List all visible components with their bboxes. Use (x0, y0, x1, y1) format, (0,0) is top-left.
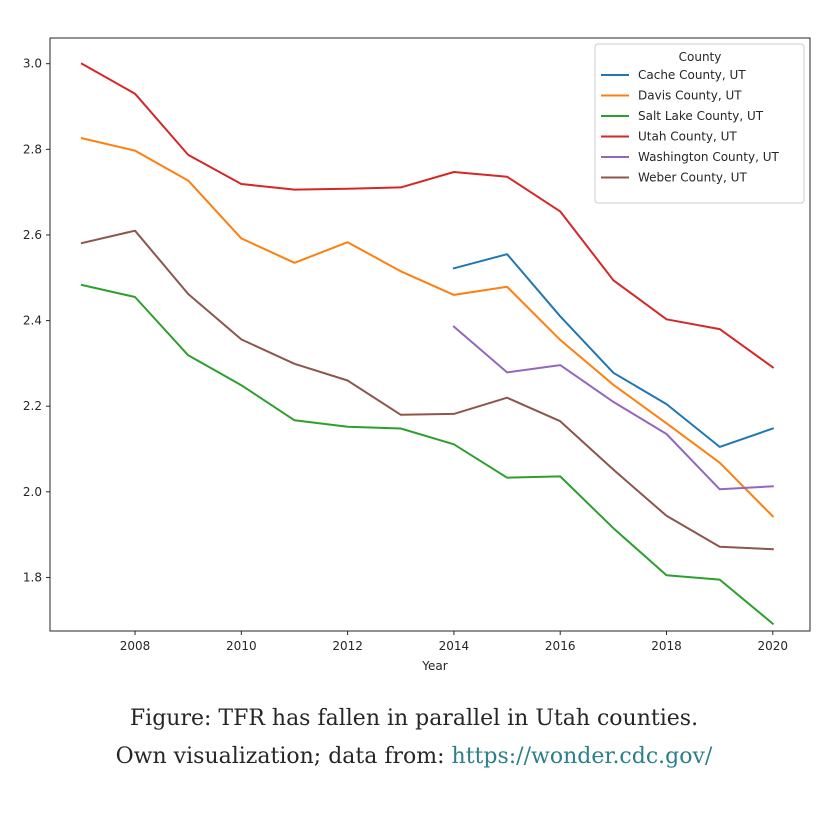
series-line-davis-county-ut (80, 136, 775, 518)
y-tick-label-5: 2.8 (23, 142, 42, 156)
y-tick-label-4: 2.6 (23, 228, 42, 242)
tfr-line-chart: 2008 2010 2012 2014 2016 2018 2020 1.8 2.0 2.2 2.4… (23, 37, 811, 673)
series-line-salt-lake-county-ut (80, 283, 775, 626)
x-tick-label-2010: 2010 (226, 639, 257, 653)
x-axis-title: Year (421, 659, 447, 673)
legend-label-utah-county-ut: Utah County, UT (638, 130, 737, 144)
x-tick-label-2018: 2018 (651, 639, 682, 653)
series-line-washington-county-ut (452, 325, 774, 491)
x-tick-label-2016: 2016 (545, 639, 576, 653)
legend-label-cache-county-ut: Cache County, UT (638, 68, 746, 82)
legend-box (594, 43, 805, 204)
legend-label-washington-county-ut: Washington County, UT (638, 150, 779, 164)
y-tick-label-3: 2.4 (23, 314, 42, 328)
x-tick-label-2008: 2008 (120, 639, 151, 653)
caption-source-prefix: Own visualization; data from: (115, 744, 452, 769)
legend-title: County (679, 50, 722, 64)
x-tick-label-2012: 2012 (332, 639, 363, 653)
legend-label-davis-county-ut: Davis County, UT (638, 89, 742, 103)
y-tick-label-2: 2.2 (23, 399, 42, 413)
x-tick-label-2014: 2014 (439, 639, 470, 653)
y-tick-label-0: 1.8 (23, 570, 42, 584)
legend-label-weber-county-ut: Weber County, UT (638, 171, 747, 185)
series-line-utah-county-ut (80, 62, 775, 369)
legend: County Cache County, UT Davis County, UT Sa… (594, 43, 805, 204)
y-tick-label-1: 2.0 (23, 485, 42, 499)
x-tick-label-2020: 2020 (758, 639, 789, 653)
legend-label-salt-lake-county-ut: Salt Lake County, UT (638, 109, 764, 123)
caption-line-1: Figure: TFR has fallen in parallel in Ut… (129, 706, 699, 731)
plot-frame (49, 37, 811, 632)
series-layer (80, 62, 775, 626)
series-line-cache-county-ut (452, 253, 775, 448)
series-line-weber-county-ut (80, 229, 774, 551)
figure-caption: Figure: TFR has fallen in parallel in Ut… (0, 706, 828, 731)
source-link[interactable]: https://wonder.cdc.gov/ (451, 744, 713, 769)
y-tick-label-6: 3.0 (23, 57, 42, 71)
plot-area: 2008 2010 2012 2014 2016 2018 2020 1.8 2.0 2.2 2.4… (23, 37, 811, 673)
figure-source: Own visualization; data from: https://wo… (0, 744, 828, 769)
